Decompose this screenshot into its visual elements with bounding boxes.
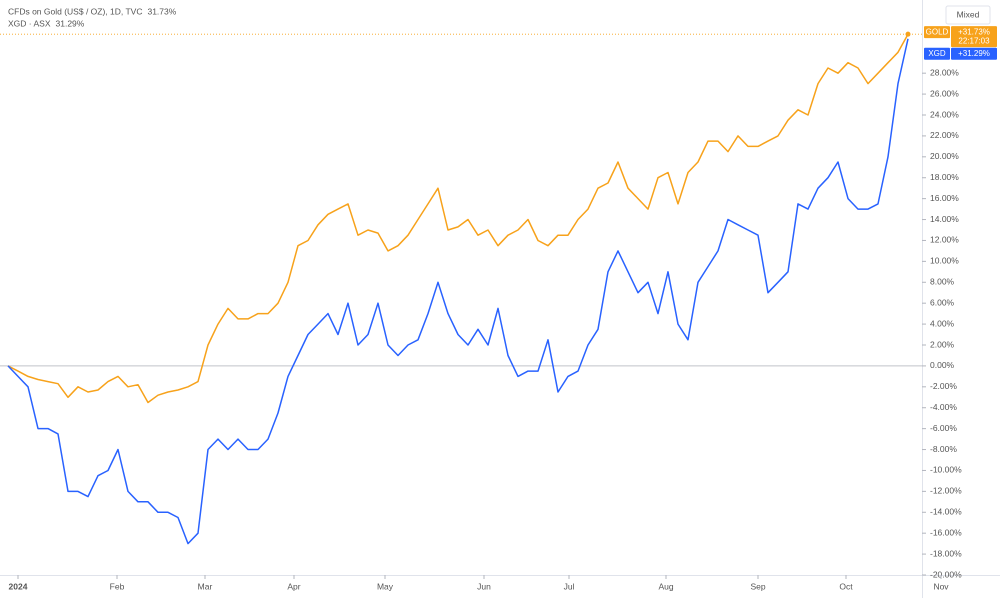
x-tick-label: Aug: [658, 581, 673, 591]
y-tick-label: 20.00%: [930, 151, 959, 161]
y-tick-label: -4.00%: [930, 402, 957, 412]
button-label[interactable]: Mixed: [957, 9, 980, 19]
y-tick-label: -10.00%: [930, 465, 962, 475]
y-tick-label: 10.00%: [930, 256, 959, 266]
tag-name-box: [924, 26, 950, 39]
tag-name: GOLD: [926, 27, 949, 36]
y-tick-label: -2.00%: [930, 381, 957, 391]
y-tick-label: 22.00%: [930, 130, 959, 140]
y-tick-label: 24.00%: [930, 109, 959, 119]
tag-value: +31.29%: [958, 49, 990, 58]
legend-name: XGD · ASX: [8, 18, 51, 28]
y-tick-label: 8.00%: [930, 277, 955, 287]
x-tick-label: Jul: [564, 581, 575, 591]
x-tick-label: Jun: [477, 581, 491, 591]
y-tick-label: -8.00%: [930, 444, 957, 454]
price-tag: XGD +31.29%: [924, 47, 997, 60]
x-tick-label: 2024: [9, 581, 28, 591]
x-tick-label: Feb: [110, 581, 125, 591]
scale-mode-button[interactable]: Mixed: [945, 5, 991, 25]
tag-name-box: [924, 47, 950, 60]
y-tick-label: 2.00%: [930, 339, 955, 349]
y-tick-label: -20.00%: [930, 569, 962, 579]
y-tick-label: 26.00%: [930, 88, 959, 98]
y-tick-label: -12.00%: [930, 486, 962, 496]
x-tick-label: Mar: [198, 581, 213, 591]
line-series: [7, 38, 909, 545]
y-tick-label: 14.00%: [930, 214, 959, 224]
price-tag: GOLD +31.73%22:17:03: [924, 26, 997, 48]
countdown: 22:17:03: [958, 36, 990, 45]
y-tick-label: 4.00%: [930, 318, 955, 328]
tag-value: +31.73%: [958, 27, 990, 36]
x-tick-label: Sep: [750, 581, 765, 591]
y-tick-label: 12.00%: [930, 235, 959, 245]
line-series: [7, 33, 909, 404]
y-tick-label: -16.00%: [930, 527, 962, 537]
legend-name: CFDs on Gold (US$ / OZ), 1D, TVC: [8, 6, 142, 16]
y-tick-label: -18.00%: [930, 548, 962, 558]
x-tick-label: Apr: [287, 581, 300, 591]
x-tick-label: Nov: [933, 581, 949, 591]
y-tick-label: 6.00%: [930, 297, 955, 307]
button-frame[interactable]: [945, 5, 991, 25]
last-point: [905, 31, 911, 37]
x-tick-label: Oct: [839, 581, 853, 591]
y-tick-label: 16.00%: [930, 193, 959, 203]
y-tick-label: 18.00%: [930, 172, 959, 182]
tag-value-box: [951, 26, 997, 48]
x-tick-label: May: [377, 581, 394, 591]
legend-value: 31.29%: [56, 18, 85, 28]
y-tick-label: -14.00%: [930, 507, 962, 517]
y-tick-label: -6.00%: [930, 423, 957, 433]
tag-value-box: [951, 47, 997, 60]
legend-value: 31.73%: [147, 6, 176, 16]
y-tick-label: 0.00%: [930, 360, 955, 370]
y-tick-label: 28.00%: [930, 67, 959, 77]
tag-name: XGD: [928, 49, 946, 58]
